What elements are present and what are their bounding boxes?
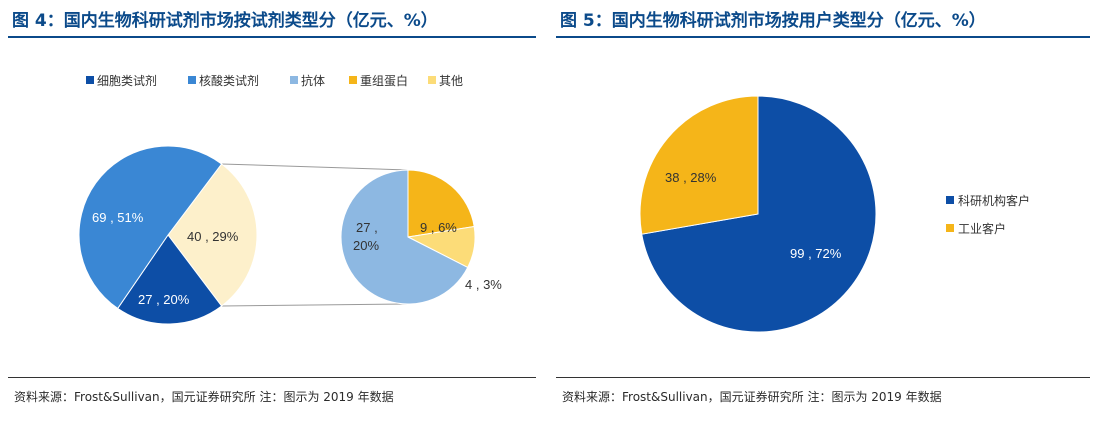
data-label: 40 , 29% [187, 229, 239, 244]
pie-slice [78, 145, 223, 310]
legend-label: 抗体 [301, 73, 325, 88]
chart-4-source-note: 资料来源：Frost&Sullivan，国元证券研究所 注：图示为 2019 年… [14, 390, 394, 404]
data-label: 20% [353, 238, 379, 253]
data-label: 99 , 72% [790, 246, 842, 261]
pie-slice [639, 95, 759, 235]
data-label: 38 , 28% [665, 170, 717, 185]
legend-label: 其他 [439, 74, 463, 88]
chart-5-title: 图 5：国内生物科研试剂市场按用户类型分（亿元、%） [560, 11, 986, 31]
pie-slice [117, 234, 223, 325]
legend-swatch [428, 76, 436, 84]
pie-slice [340, 169, 469, 305]
pie-slice [641, 95, 877, 333]
data-label: 27 , [356, 220, 378, 235]
title-divider-right [556, 36, 1090, 38]
data-label: 9 , 6% [420, 220, 457, 235]
legend-swatch [290, 76, 298, 84]
data-label: 69 , 51% [92, 210, 144, 225]
chart-5-source-note: 资料来源：Frost&Sullivan，国元证券研究所 注：图示为 2019 年… [562, 390, 942, 404]
legend-label: 重组蛋白 [360, 73, 408, 88]
legend-label: 核酸类试剂 [199, 73, 259, 88]
pie-slice [407, 169, 475, 238]
legend-label: 科研机构客户 [958, 193, 1030, 208]
legend-swatch [188, 76, 196, 84]
legend-label: 细胞类试剂 [97, 73, 157, 88]
chart-5-pie: 99 , 72% 38 , 28% [639, 95, 877, 333]
legend-label: 工业客户 [958, 221, 1006, 236]
data-label: 4 , 3% [465, 277, 502, 292]
legend-swatch [86, 76, 94, 84]
chart-4-title: 图 4：国内生物科研试剂市场按试剂类型分（亿元、%） [12, 11, 438, 31]
legend-swatch [946, 196, 954, 204]
source-divider-right [556, 377, 1090, 378]
legend-swatch [946, 224, 954, 232]
connector-line [221, 303, 409, 307]
pie-of-pie-connectors [221, 163, 409, 307]
connector-line [221, 163, 409, 171]
chart-4-secondary-pie: 27 , 20% 9 , 6% 4 , 3% [340, 169, 502, 305]
pie-slice [167, 163, 258, 307]
chart-4-primary-pie: 69 , 51% 27 , 20% 40 , 29% [78, 145, 258, 325]
legend-swatch [349, 76, 357, 84]
source-divider-left [8, 377, 536, 378]
data-label: 27 , 20% [138, 292, 190, 307]
chart-4-legend: 细胞类试剂 核酸类试剂 抗体 重组蛋白 其他 [86, 73, 463, 88]
title-divider-left [8, 36, 536, 38]
